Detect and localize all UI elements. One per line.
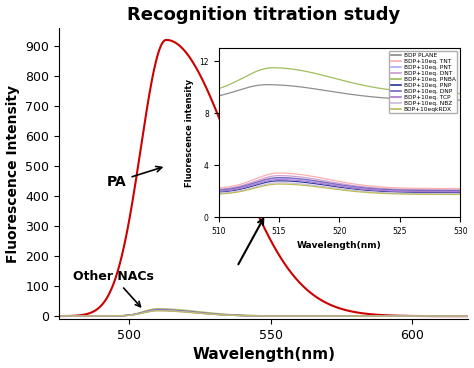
Text: PA: PA	[107, 166, 162, 188]
Title: Recognition titration study: Recognition titration study	[127, 6, 400, 24]
Y-axis label: Fluorescence Intensity: Fluorescence Intensity	[6, 85, 19, 262]
Text: Other NACs: Other NACs	[73, 270, 154, 307]
X-axis label: Wavelength(nm): Wavelength(nm)	[192, 347, 335, 362]
